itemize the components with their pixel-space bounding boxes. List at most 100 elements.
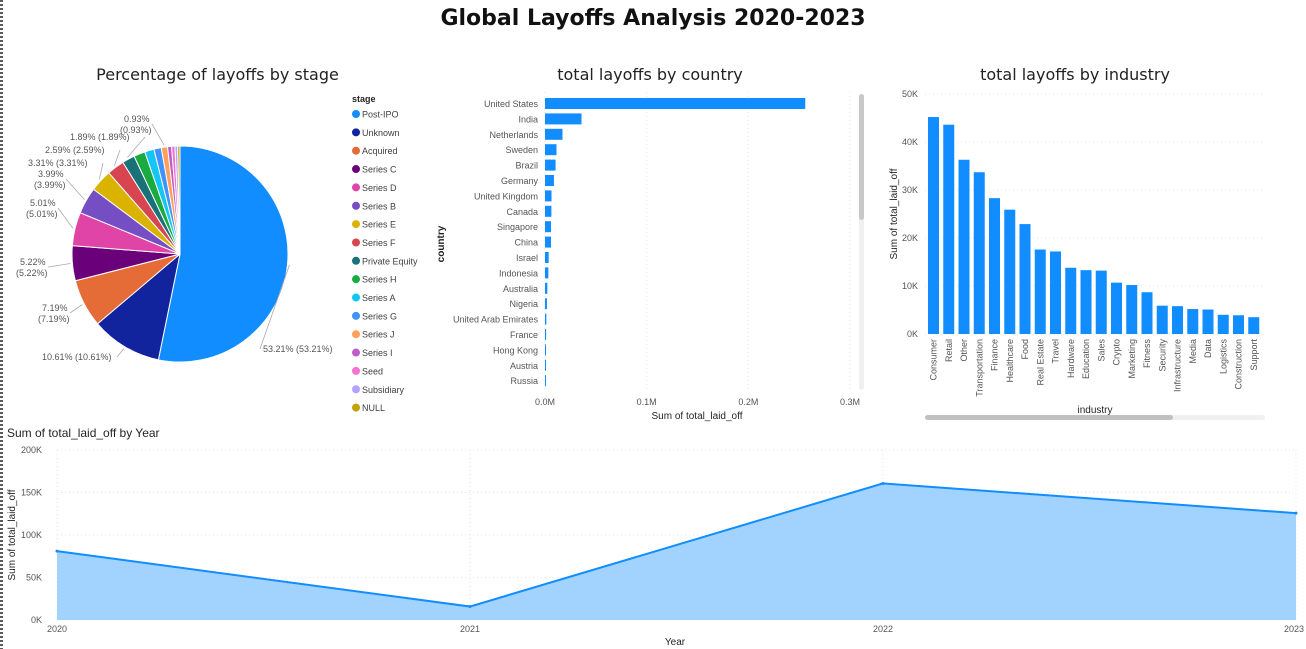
legend-marker <box>352 367 360 375</box>
area-chart-title: Sum of total_laid_off by Year <box>7 426 160 440</box>
pie-data-label: 5.01% (5.01%) <box>26 198 58 219</box>
x-tick-label: Finance <box>990 339 1000 371</box>
y-tick-label: Sweden <box>505 145 538 155</box>
bar[interactable] <box>1004 210 1015 334</box>
legend-item[interactable]: Unknown <box>352 128 400 138</box>
x-tick-label: Infrastructure <box>1173 339 1183 392</box>
legend-item[interactable]: Series H <box>352 275 397 285</box>
pie-data-label: 53.21% (53.21%) <box>263 344 333 354</box>
bar[interactable] <box>545 190 552 201</box>
bar[interactable] <box>1065 268 1076 334</box>
scrollbar-thumb[interactable] <box>859 94 864 220</box>
bar[interactable] <box>943 125 954 334</box>
bar[interactable] <box>1126 285 1137 334</box>
bar[interactable] <box>1050 251 1061 334</box>
bar[interactable] <box>1172 306 1183 334</box>
bar[interactable] <box>1096 271 1107 334</box>
bar[interactable] <box>545 175 554 186</box>
x-tick-label: 0.2M <box>738 397 758 407</box>
y-tick-label: Hong Kong <box>493 345 538 355</box>
x-tick-label: Security <box>1157 339 1167 372</box>
data-point[interactable] <box>469 605 472 608</box>
pie-data-label: 10.61% (10.61%) <box>42 352 112 362</box>
bar[interactable] <box>545 252 549 263</box>
x-tick-label: Consumer <box>929 339 939 381</box>
pie-leader-line <box>66 179 84 200</box>
legend-marker <box>352 404 360 412</box>
scrollbar-thumb[interactable] <box>925 415 1173 420</box>
legend-item[interactable]: NULL <box>352 403 385 413</box>
legend-item[interactable]: Series B <box>352 201 396 211</box>
legend-item[interactable]: Series C <box>352 165 397 175</box>
bar[interactable] <box>1142 292 1153 334</box>
bar[interactable] <box>974 172 985 334</box>
bar[interactable] <box>545 375 546 386</box>
x-tick-label: Construction <box>1234 339 1244 390</box>
legend-item[interactable]: Acquired <box>352 146 398 156</box>
legend-item[interactable]: Series I <box>352 348 393 358</box>
data-point[interactable] <box>1295 512 1298 515</box>
bar[interactable] <box>545 98 805 109</box>
bar[interactable] <box>1233 315 1244 334</box>
x-tick-label: Marketing <box>1127 339 1137 379</box>
bar[interactable] <box>545 206 551 217</box>
legend-item[interactable]: Series G <box>352 311 397 321</box>
pie-leader-line <box>48 264 70 268</box>
legend-item[interactable]: Series D <box>352 183 397 193</box>
bar[interactable] <box>545 221 551 232</box>
legend-marker <box>352 147 360 155</box>
bar[interactable] <box>545 144 556 155</box>
legend-item[interactable]: Post-IPO <box>352 110 399 120</box>
y-tick-label: 100K <box>21 530 42 540</box>
x-tick-label: Other <box>959 339 969 362</box>
data-point[interactable] <box>56 550 59 553</box>
pie-leader-line <box>70 305 82 314</box>
y-tick-label: Indonesia <box>499 268 538 278</box>
bar[interactable] <box>1035 250 1046 334</box>
legend-item[interactable]: Series A <box>352 293 396 303</box>
x-tick-label: Travel <box>1051 339 1061 364</box>
bar[interactable] <box>1157 306 1168 334</box>
legend-item[interactable]: Subsidiary <box>352 385 405 395</box>
pie-data-label: 2.59% (2.59%) <box>45 145 105 155</box>
legend-item[interactable]: Series J <box>352 330 395 340</box>
y-tick-label: Canada <box>506 207 538 217</box>
legend-item[interactable]: Seed <box>352 366 383 376</box>
bar[interactable] <box>545 329 546 340</box>
bar[interactable] <box>545 237 551 248</box>
legend-item[interactable]: Series F <box>352 238 396 248</box>
legend-item[interactable]: Private Equity <box>352 256 418 266</box>
x-tick-label: Healthcare <box>1005 339 1015 383</box>
bar[interactable] <box>545 298 547 309</box>
bar[interactable] <box>545 360 546 371</box>
y-axis-label: Sum of total_laid_off <box>889 168 900 259</box>
bar[interactable] <box>545 344 546 355</box>
legend-item[interactable]: Series E <box>352 220 396 230</box>
bar[interactable] <box>545 314 546 325</box>
bar[interactable] <box>545 283 547 294</box>
bar[interactable] <box>1248 317 1259 334</box>
bar[interactable] <box>989 198 1000 334</box>
bar[interactable] <box>545 129 562 140</box>
area-fill <box>57 483 1296 620</box>
x-tick-label: 0.3M <box>840 397 860 407</box>
legend-label: Series C <box>362 165 397 175</box>
bar[interactable] <box>1020 224 1031 334</box>
x-tick-label: Fitness <box>1142 339 1152 369</box>
y-axis-label: country <box>436 225 447 262</box>
bar[interactable] <box>959 160 970 334</box>
bar[interactable] <box>1187 309 1198 334</box>
legend-marker <box>352 385 360 393</box>
bar[interactable] <box>1111 283 1122 334</box>
bar[interactable] <box>545 113 582 124</box>
bar[interactable] <box>545 160 556 171</box>
bar[interactable] <box>1203 310 1214 334</box>
bar[interactable] <box>545 267 548 278</box>
bar[interactable] <box>1218 315 1229 334</box>
x-tick-label: Real Estate <box>1035 339 1045 386</box>
legend-label: Subsidiary <box>362 385 405 395</box>
x-tick-label: Food <box>1020 339 1030 360</box>
bar[interactable] <box>1081 270 1092 334</box>
data-point[interactable] <box>882 482 885 485</box>
bar[interactable] <box>928 117 939 334</box>
